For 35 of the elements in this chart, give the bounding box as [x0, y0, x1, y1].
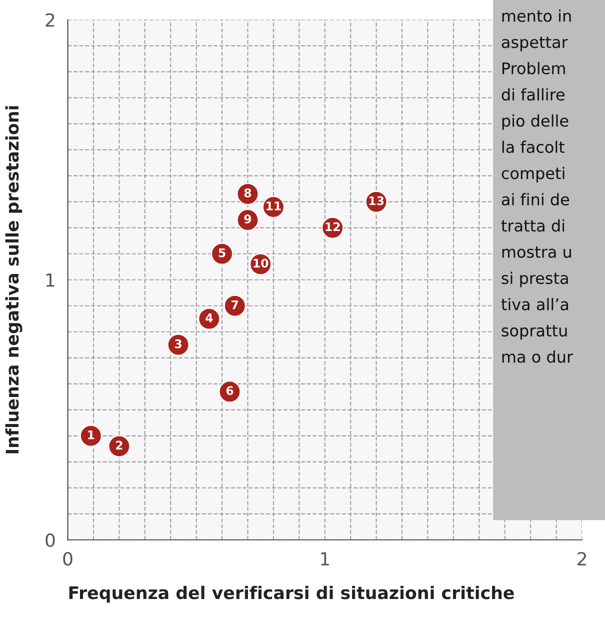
annotation: 2	[116, 440, 122, 450]
annotation: mostra u	[502, 246, 571, 258]
annotation: 10	[254, 258, 268, 268]
x-tick-label: 2	[578, 552, 586, 566]
annotation: mento in	[502, 10, 571, 22]
annotation: 1	[88, 430, 94, 440]
annotation: 7	[232, 300, 238, 310]
annotation: tratta di	[501, 219, 564, 232]
annotation: aspettar	[502, 36, 568, 52]
annotation: 8	[244, 188, 252, 198]
x-tick-label: 0	[63, 552, 72, 566]
x-tick-label: 1	[321, 552, 329, 566]
annotation: 6	[226, 386, 234, 396]
annotation: tiva all’a	[501, 298, 568, 310]
annotation: 11	[266, 202, 281, 210]
annotation: 12	[326, 222, 340, 232]
y-tick-label: 1	[46, 274, 54, 287]
annotation: Problem	[502, 62, 565, 74]
annotation: 5	[218, 248, 226, 258]
annotation: 3	[175, 339, 182, 348]
y-axis-title: Influenza negativa sulle prestazioni	[5, 106, 22, 454]
y-tick-label: 2	[46, 13, 54, 27]
annotation: di fallire	[502, 88, 564, 101]
annotation: 4	[206, 313, 213, 322]
annotation: la facolt	[502, 140, 565, 154]
annotation: si presta	[502, 272, 568, 288]
annotation: pio delle	[502, 114, 568, 130]
x-axis-title: Frequenza del verificarsi di situazioni critiche	[69, 586, 514, 603]
y-tick-label: 0	[46, 533, 55, 547]
annotation: competi	[502, 166, 564, 182]
annotation: 13	[369, 196, 384, 206]
annotation: 9	[244, 214, 252, 224]
annotation: soprattu	[502, 325, 567, 340]
annotation: ma o dur	[502, 350, 574, 363]
annotation: ai fini de	[502, 193, 570, 206]
